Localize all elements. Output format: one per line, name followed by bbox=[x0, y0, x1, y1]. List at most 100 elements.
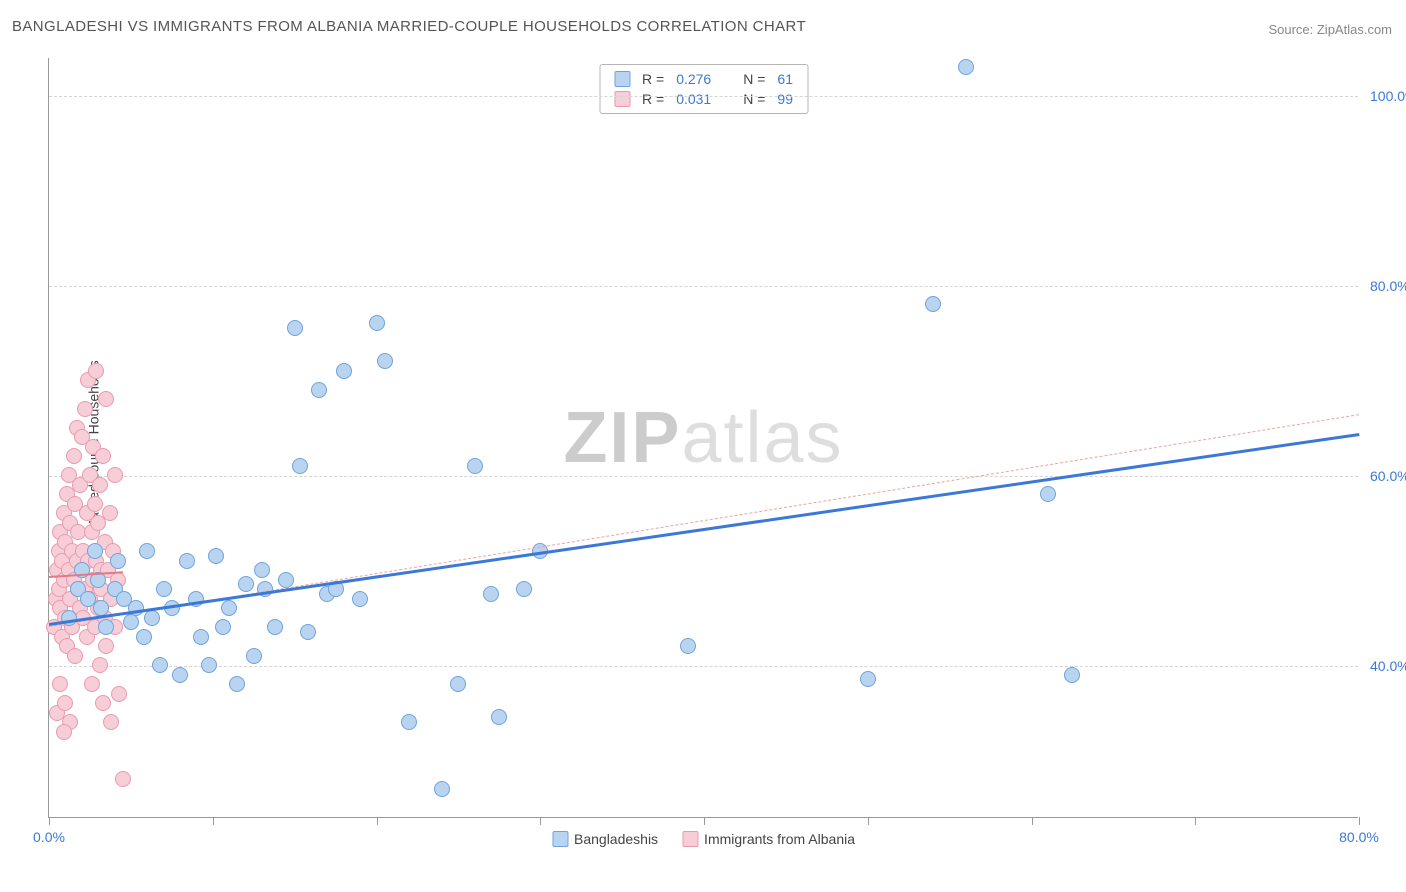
watermark-bold: ZIP bbox=[563, 398, 681, 478]
scatter-point bbox=[680, 638, 696, 654]
watermark-light: atlas bbox=[681, 398, 843, 478]
x-tick-label: 80.0% bbox=[1339, 829, 1379, 845]
scatter-point bbox=[491, 709, 507, 725]
scatter-point bbox=[292, 458, 308, 474]
scatter-point bbox=[67, 648, 83, 664]
legend-swatch bbox=[682, 831, 698, 847]
legend-series-item: Immigrants from Albania bbox=[682, 831, 855, 847]
scatter-point bbox=[300, 624, 316, 640]
x-tick bbox=[540, 817, 541, 825]
legend-swatch bbox=[552, 831, 568, 847]
stat-n-value: 99 bbox=[777, 91, 793, 107]
scatter-point bbox=[287, 320, 303, 336]
scatter-point bbox=[193, 629, 209, 645]
watermark: ZIPatlas bbox=[563, 397, 843, 479]
scatter-point bbox=[254, 562, 270, 578]
legend-correlation: R =0.276N =61R =0.031N =99 bbox=[599, 64, 808, 114]
chart-title: BANGLADESHI VS IMMIGRANTS FROM ALBANIA M… bbox=[12, 18, 806, 35]
scatter-point bbox=[377, 353, 393, 369]
scatter-point bbox=[107, 467, 123, 483]
x-tick-label: 0.0% bbox=[33, 829, 65, 845]
scatter-point bbox=[172, 667, 188, 683]
plot-area: ZIPatlas R =0.276N =61R =0.031N =99 Bang… bbox=[48, 58, 1358, 818]
stat-r-value: 0.276 bbox=[676, 71, 711, 87]
scatter-point bbox=[450, 676, 466, 692]
scatter-point bbox=[208, 548, 224, 564]
legend-swatch bbox=[614, 71, 630, 87]
gridline bbox=[49, 476, 1358, 477]
y-tick-label: 40.0% bbox=[1370, 658, 1406, 674]
scatter-point bbox=[516, 581, 532, 597]
scatter-point bbox=[229, 676, 245, 692]
scatter-point bbox=[139, 543, 155, 559]
scatter-point bbox=[958, 59, 974, 75]
scatter-point bbox=[95, 448, 111, 464]
stat-n-label: N = bbox=[743, 91, 765, 107]
y-tick-label: 60.0% bbox=[1370, 468, 1406, 484]
scatter-point bbox=[311, 382, 327, 398]
scatter-point bbox=[201, 657, 217, 673]
scatter-point bbox=[152, 657, 168, 673]
scatter-point bbox=[434, 781, 450, 797]
scatter-point bbox=[98, 619, 114, 635]
stat-r-label: R = bbox=[642, 91, 664, 107]
scatter-point bbox=[1064, 667, 1080, 683]
scatter-point bbox=[52, 676, 68, 692]
scatter-point bbox=[860, 671, 876, 687]
scatter-point bbox=[1040, 486, 1056, 502]
scatter-point bbox=[246, 648, 262, 664]
scatter-point bbox=[92, 657, 108, 673]
chart-container: BANGLADESHI VS IMMIGRANTS FROM ALBANIA M… bbox=[0, 0, 1406, 892]
scatter-point bbox=[215, 619, 231, 635]
scatter-point bbox=[110, 553, 126, 569]
x-tick bbox=[868, 817, 869, 825]
stat-n-label: N = bbox=[743, 71, 765, 87]
scatter-point bbox=[401, 714, 417, 730]
x-tick bbox=[1032, 817, 1033, 825]
scatter-point bbox=[57, 695, 73, 711]
x-tick bbox=[1195, 817, 1196, 825]
y-tick-label: 80.0% bbox=[1370, 278, 1406, 294]
scatter-point bbox=[136, 629, 152, 645]
scatter-point bbox=[98, 391, 114, 407]
x-tick bbox=[1359, 817, 1360, 825]
scatter-point bbox=[483, 586, 499, 602]
scatter-point bbox=[115, 771, 131, 787]
scatter-point bbox=[111, 686, 127, 702]
legend-swatch bbox=[614, 91, 630, 107]
legend-correlation-row: R =0.031N =99 bbox=[614, 89, 793, 109]
scatter-point bbox=[87, 543, 103, 559]
scatter-point bbox=[238, 576, 254, 592]
scatter-point bbox=[84, 676, 100, 692]
scatter-point bbox=[144, 610, 160, 626]
scatter-point bbox=[103, 714, 119, 730]
scatter-point bbox=[156, 581, 172, 597]
scatter-point bbox=[179, 553, 195, 569]
legend-series-item: Bangladeshis bbox=[552, 831, 658, 847]
scatter-point bbox=[467, 458, 483, 474]
scatter-point bbox=[336, 363, 352, 379]
scatter-point bbox=[267, 619, 283, 635]
x-tick bbox=[213, 817, 214, 825]
legend-correlation-row: R = 0.276 N = 61 bbox=[614, 69, 793, 89]
scatter-point bbox=[56, 724, 72, 740]
scatter-point bbox=[95, 695, 111, 711]
scatter-point bbox=[123, 614, 139, 630]
scatter-point bbox=[66, 448, 82, 464]
scatter-point bbox=[87, 496, 103, 512]
scatter-point bbox=[352, 591, 368, 607]
legend-series-label: Bangladeshis bbox=[574, 831, 658, 847]
scatter-point bbox=[278, 572, 294, 588]
scatter-point bbox=[102, 505, 118, 521]
gridline bbox=[49, 666, 1358, 667]
chart-source: Source: ZipAtlas.com bbox=[1268, 22, 1392, 37]
x-tick bbox=[49, 817, 50, 825]
x-tick bbox=[377, 817, 378, 825]
stat-n-value: 61 bbox=[777, 71, 793, 87]
scatter-point bbox=[77, 401, 93, 417]
stat-r-label: R = bbox=[642, 71, 664, 87]
y-tick-label: 100.0% bbox=[1370, 88, 1406, 104]
gridline bbox=[49, 96, 1358, 97]
gridline bbox=[49, 286, 1358, 287]
legend-series: Bangladeshis Immigrants from Albania bbox=[552, 831, 855, 847]
